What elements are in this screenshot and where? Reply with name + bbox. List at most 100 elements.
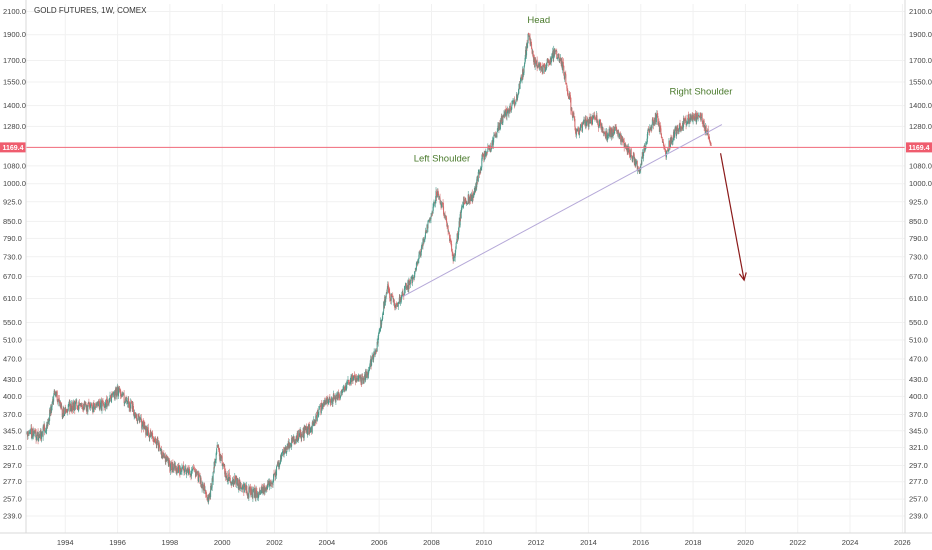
candle-body bbox=[50, 407, 52, 413]
candle-body bbox=[442, 202, 444, 204]
candle-body bbox=[540, 63, 542, 71]
candle-body bbox=[501, 122, 503, 124]
candle-body bbox=[482, 154, 484, 156]
candle-body bbox=[355, 378, 357, 383]
candle-body bbox=[42, 426, 44, 437]
candle-body bbox=[635, 161, 637, 167]
candle-body bbox=[207, 498, 209, 502]
candle-body bbox=[53, 395, 55, 402]
candle-body bbox=[242, 487, 244, 489]
candle-body bbox=[369, 366, 371, 370]
candle-body bbox=[299, 429, 301, 434]
candle-body bbox=[428, 219, 430, 222]
candle-body bbox=[623, 140, 625, 148]
candle-body bbox=[424, 231, 426, 238]
candle-body bbox=[139, 419, 141, 421]
candle-body bbox=[436, 192, 438, 198]
y-tick-label-right: 550.0 bbox=[909, 318, 928, 327]
candle-body bbox=[586, 119, 588, 121]
x-tick-label: 2008 bbox=[423, 538, 440, 547]
candle-body bbox=[429, 217, 431, 222]
y-tick-label-right: 257.0 bbox=[909, 495, 928, 504]
candle-body bbox=[490, 148, 492, 150]
candle-body bbox=[272, 481, 274, 486]
candle-body bbox=[237, 479, 239, 486]
candle-body bbox=[219, 451, 221, 460]
candle-body bbox=[677, 126, 679, 128]
candle-body bbox=[200, 477, 202, 483]
candle-body bbox=[520, 76, 522, 79]
candle-body bbox=[337, 392, 339, 400]
candle-body bbox=[329, 398, 331, 403]
candle-body bbox=[341, 389, 343, 393]
candle-body bbox=[438, 193, 440, 196]
candle-body bbox=[330, 399, 332, 403]
candle-body bbox=[360, 374, 362, 385]
candle-body bbox=[333, 393, 335, 399]
candle-body bbox=[124, 401, 126, 403]
candle-body bbox=[416, 261, 418, 264]
candle-body bbox=[409, 284, 411, 285]
candle-body bbox=[641, 156, 643, 165]
candle-body bbox=[151, 431, 153, 437]
candle-body bbox=[165, 459, 167, 463]
candle-body bbox=[140, 417, 142, 420]
candle-body bbox=[385, 298, 387, 303]
candle-body bbox=[499, 120, 501, 129]
candle-body bbox=[208, 494, 210, 502]
candle-body bbox=[278, 463, 280, 467]
candle-body bbox=[345, 384, 347, 390]
candle-body bbox=[406, 286, 408, 289]
y-tick-label-left: 1400.0 bbox=[3, 101, 26, 110]
candle-body bbox=[407, 281, 409, 290]
y-tick-label-left: 670.0 bbox=[3, 272, 22, 281]
candle-body bbox=[124, 402, 126, 405]
candle-body bbox=[310, 429, 312, 430]
candle-body bbox=[32, 428, 34, 436]
candle-body bbox=[108, 402, 110, 405]
candle-body bbox=[511, 100, 513, 102]
candle-body bbox=[153, 440, 155, 441]
candle-body bbox=[497, 125, 499, 128]
candle-body bbox=[460, 210, 462, 218]
candle-body bbox=[306, 428, 308, 435]
candle-body bbox=[524, 62, 526, 67]
candle-body bbox=[316, 416, 318, 422]
candle-body bbox=[352, 374, 354, 376]
candle-body bbox=[593, 115, 595, 117]
candle-body bbox=[70, 404, 72, 409]
candle-body bbox=[652, 119, 654, 121]
y-tick-label-right: 297.0 bbox=[909, 461, 928, 470]
candle-body bbox=[348, 381, 350, 384]
candle-body bbox=[241, 489, 243, 490]
candle-body bbox=[76, 405, 78, 407]
candle-body bbox=[448, 231, 450, 234]
candle-body bbox=[553, 49, 555, 55]
candle-body bbox=[552, 51, 554, 57]
candle-body bbox=[690, 115, 692, 121]
candle-body bbox=[196, 471, 198, 474]
candle-body bbox=[161, 451, 163, 455]
candle-body bbox=[263, 485, 265, 492]
candle-body bbox=[107, 399, 109, 403]
candle-body bbox=[620, 136, 622, 143]
candle-body bbox=[427, 221, 429, 229]
candle-body bbox=[197, 471, 199, 473]
candle-body bbox=[129, 403, 131, 408]
candle-body bbox=[167, 458, 169, 466]
candle-body bbox=[554, 50, 556, 52]
candle-body bbox=[642, 152, 644, 158]
candle-body bbox=[500, 115, 502, 121]
candle-body bbox=[496, 133, 498, 138]
candle-body bbox=[30, 433, 32, 434]
candle-body bbox=[592, 117, 594, 119]
candle-body bbox=[309, 431, 311, 433]
candle-body bbox=[703, 120, 705, 128]
candle-body bbox=[509, 105, 511, 112]
candle-body bbox=[85, 404, 87, 411]
candle-body bbox=[252, 489, 254, 491]
candle-body bbox=[331, 398, 333, 400]
candle-body bbox=[195, 471, 197, 477]
candle-body bbox=[324, 401, 326, 405]
candle-body bbox=[371, 359, 373, 366]
